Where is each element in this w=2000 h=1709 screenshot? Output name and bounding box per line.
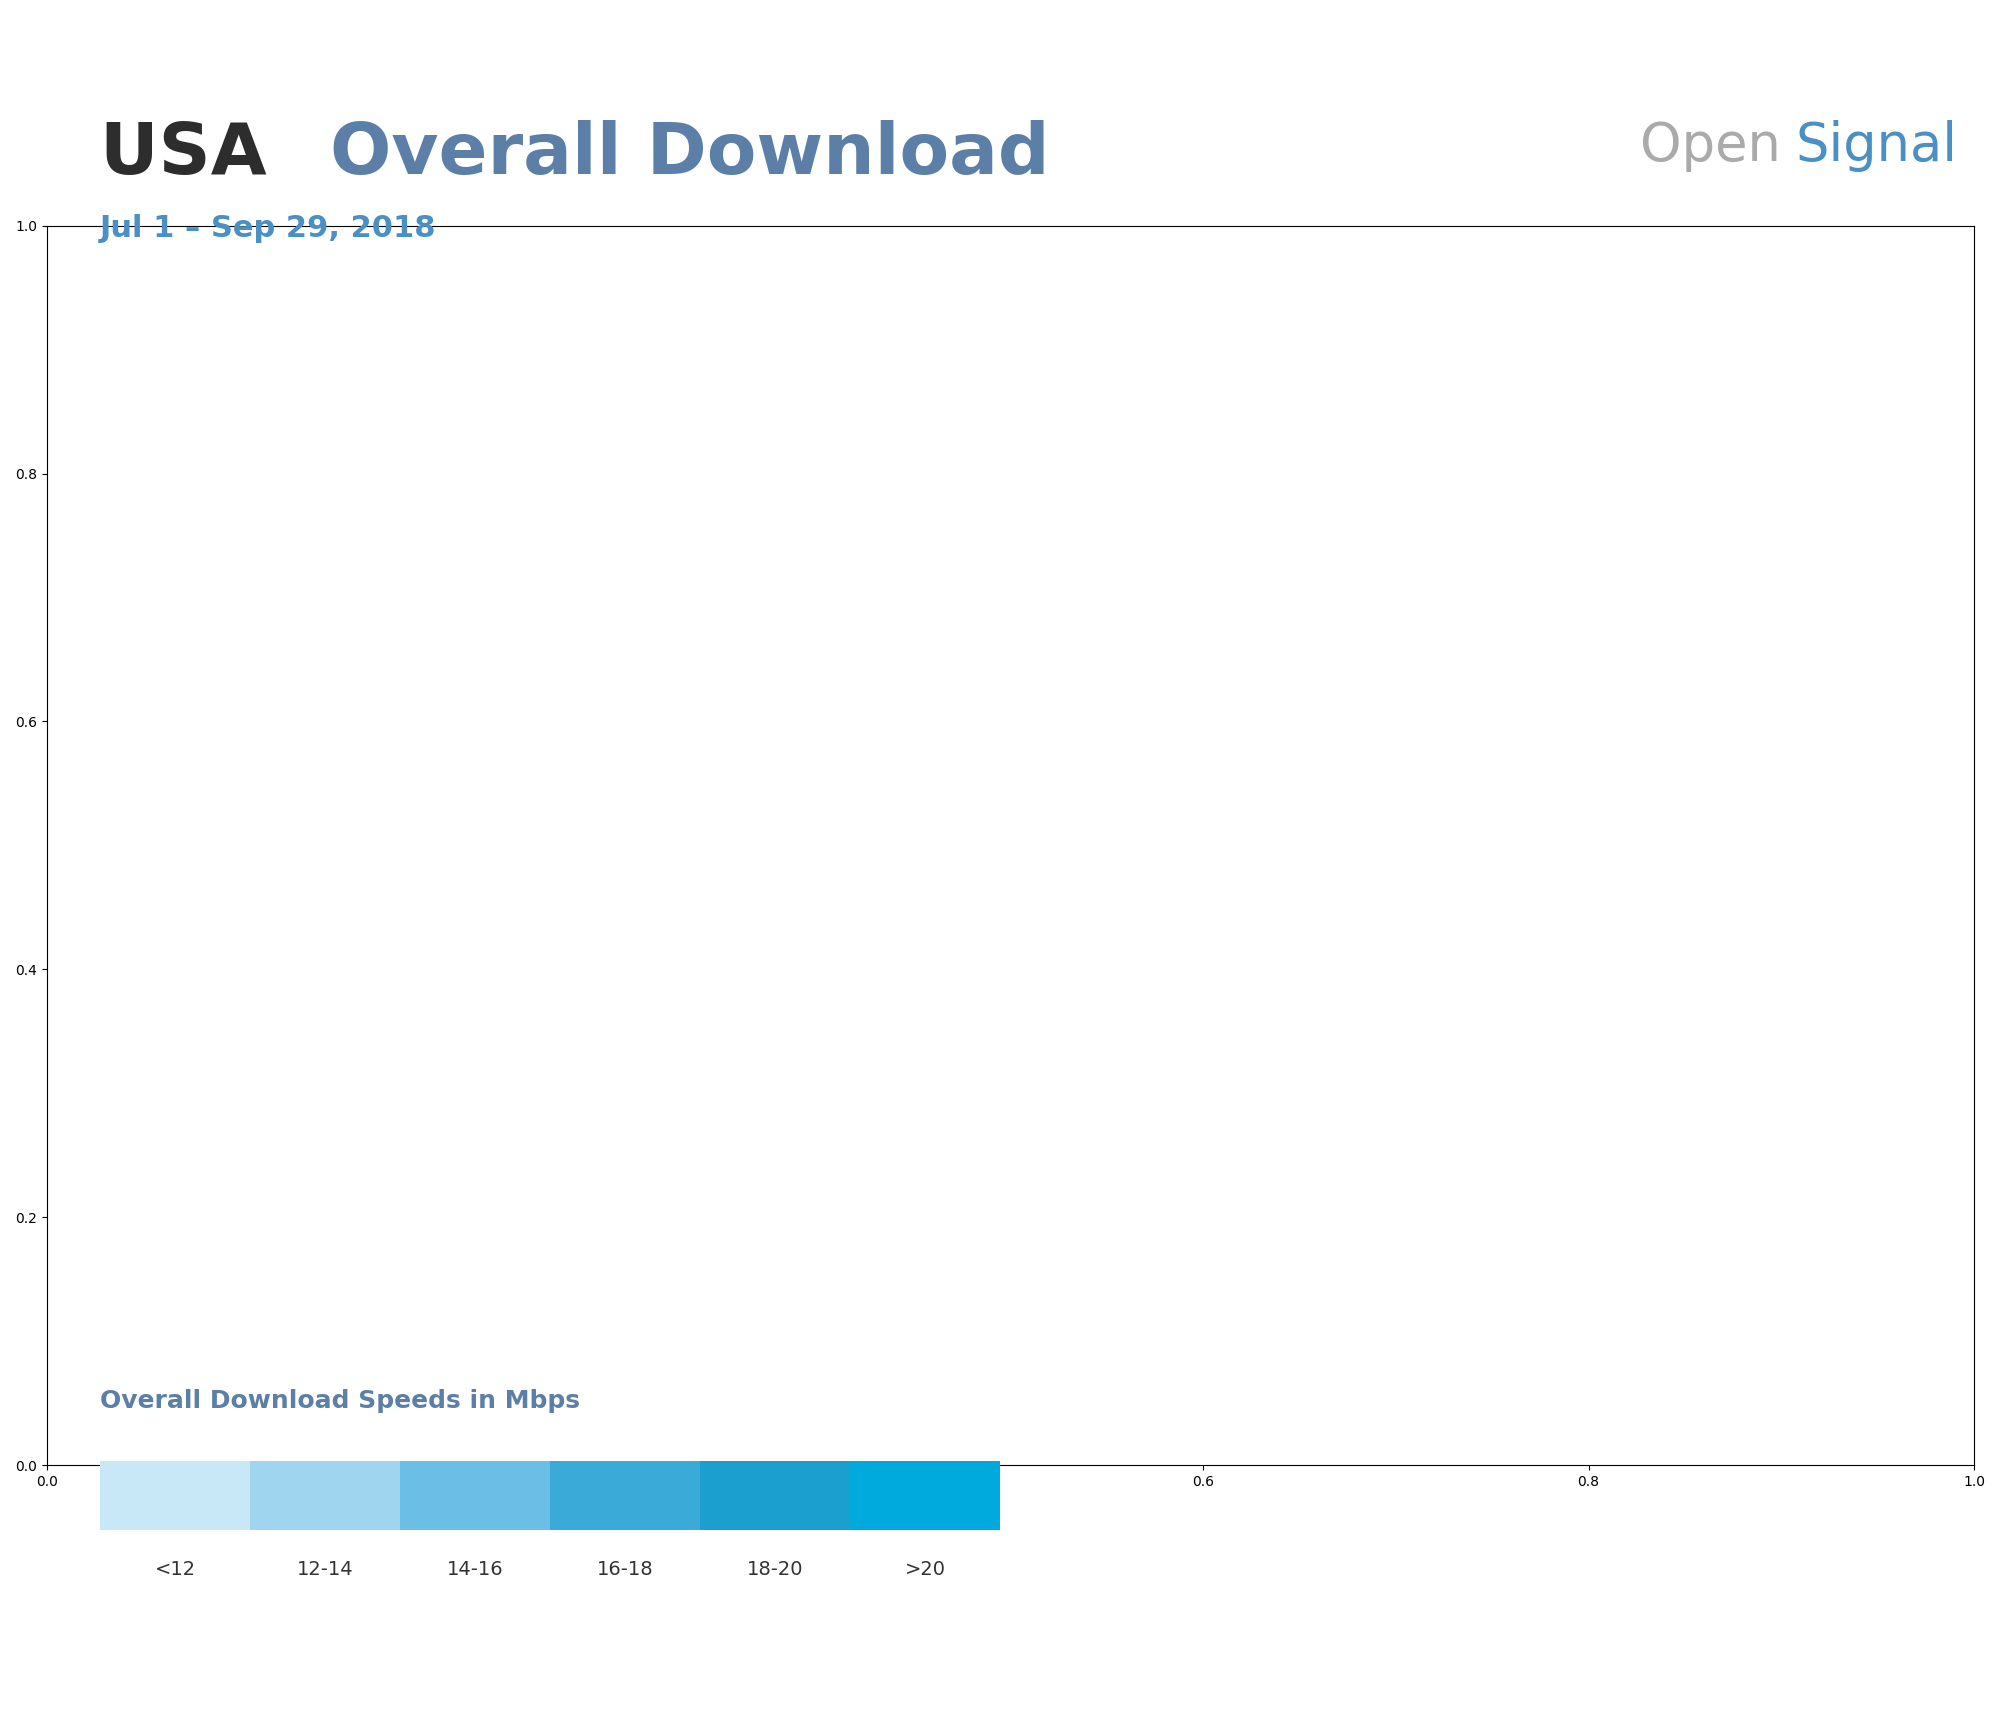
Text: 12-14: 12-14 [296,1560,354,1579]
Text: Overall Download Speeds in Mbps: Overall Download Speeds in Mbps [100,1389,580,1413]
Text: Jul 1 – Sep 29, 2018: Jul 1 – Sep 29, 2018 [100,214,436,243]
Text: <12: <12 [154,1560,196,1579]
Text: USA: USA [100,120,292,188]
Text: 16-18: 16-18 [596,1560,654,1579]
Text: >20: >20 [904,1560,946,1579]
Text: Signal: Signal [1796,120,1958,171]
Text: 18-20: 18-20 [746,1560,804,1579]
Text: 14-16: 14-16 [446,1560,504,1579]
Text: Overall Download: Overall Download [330,120,1050,188]
Text: Open: Open [1640,120,1780,171]
